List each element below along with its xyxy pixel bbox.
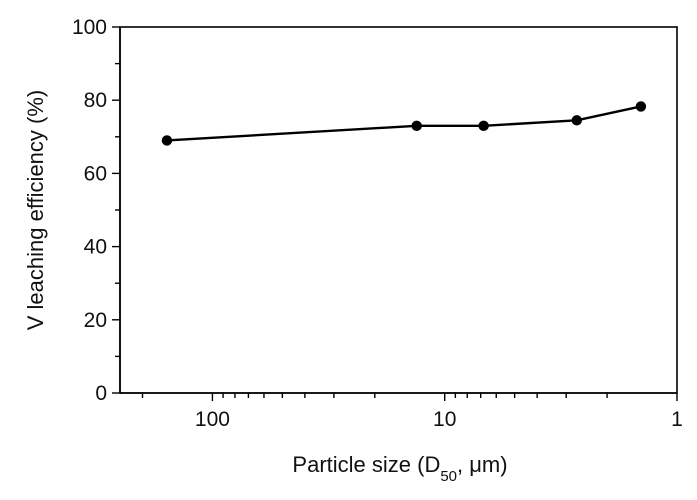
x-tick-label: 100 bbox=[195, 408, 230, 431]
data-series bbox=[161, 101, 647, 146]
y-axis-title: V leaching efficiency (%) bbox=[23, 90, 48, 331]
axis-ticks: 0 20 40 60 80 100 100 10 1 bbox=[72, 16, 683, 431]
x-axis-title-subscript: 50 bbox=[440, 468, 457, 485]
y-tick-label: 0 bbox=[95, 382, 107, 405]
y-tick-label: 40 bbox=[84, 236, 107, 259]
y-tick-label: 80 bbox=[84, 89, 107, 112]
x-axis-title-prefix: Particle size (D bbox=[292, 452, 440, 477]
y-tick-label: 100 bbox=[72, 16, 107, 39]
data-point bbox=[635, 101, 647, 112]
x-axis-title: Particle size (D50, μm) bbox=[292, 452, 507, 485]
plot-area bbox=[119, 26, 678, 394]
x-tick-label: 10 bbox=[433, 408, 456, 431]
data-point bbox=[411, 120, 422, 132]
data-point bbox=[571, 115, 583, 126]
y-tick-label: 20 bbox=[84, 309, 107, 332]
y-tick-label: 60 bbox=[84, 162, 107, 185]
x-tick-label: 1 bbox=[671, 408, 683, 431]
data-point bbox=[161, 135, 173, 146]
plot-background bbox=[119, 26, 678, 394]
data-point bbox=[478, 120, 489, 132]
x-axis-title-suffix: , μm) bbox=[457, 452, 508, 477]
series-line bbox=[166, 105, 642, 142]
